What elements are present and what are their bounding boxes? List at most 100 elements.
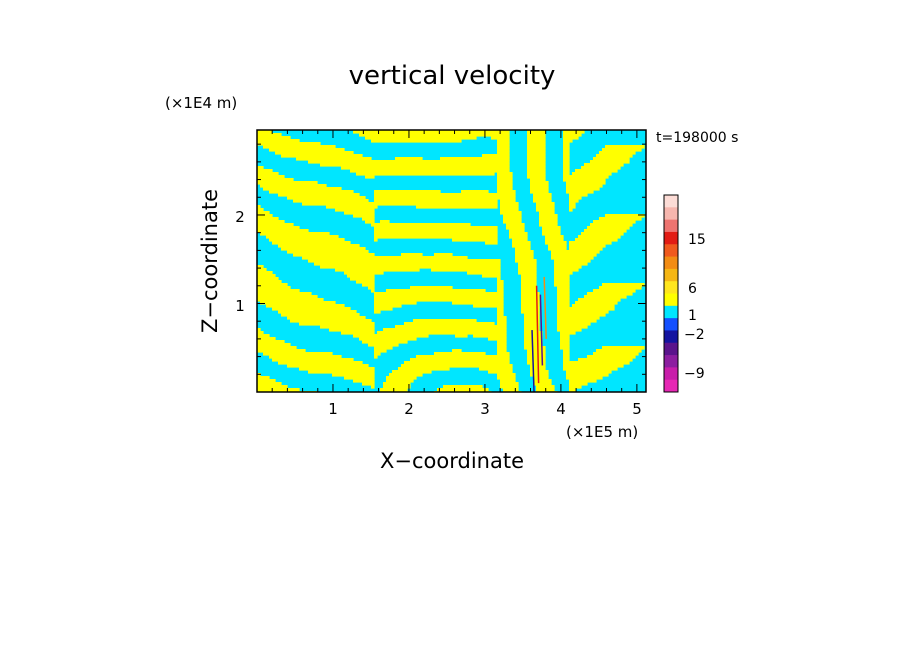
contour-cell-226 xyxy=(554,274,570,278)
contour-cell-247 xyxy=(521,286,537,290)
contour-cell-343 xyxy=(368,343,399,347)
y-axis: 1 2 xyxy=(235,208,245,315)
contour-cell-357 xyxy=(527,349,546,353)
contour-cell-381 xyxy=(563,361,630,365)
contour-cell-224 xyxy=(482,274,501,278)
contour-cell-95 xyxy=(461,190,489,194)
contour-cell-169 xyxy=(509,235,528,239)
colorbar-swatch-13 xyxy=(664,355,678,368)
contour-cell-387 xyxy=(398,367,450,371)
contour-cell-184 xyxy=(512,244,531,248)
contour-cell-180 xyxy=(512,241,531,245)
contour-cell-108 xyxy=(374,199,498,203)
contour-cell-259 xyxy=(521,292,540,296)
contour-cell-147 xyxy=(257,223,294,227)
contour-cell-391 xyxy=(308,370,375,374)
contour-cell-78 xyxy=(497,178,513,182)
contour-cell-369 xyxy=(416,355,510,359)
contour-cell-194 xyxy=(293,253,375,257)
contour-cell-126 xyxy=(569,208,573,212)
contour-cell-397 xyxy=(332,373,375,377)
contour-cell-172 xyxy=(269,238,345,242)
contour-cell-220 xyxy=(518,271,537,275)
colorbar-label-minus9: −9 xyxy=(684,366,705,382)
contour-cell-379 xyxy=(404,361,510,365)
contour-cell-178 xyxy=(272,241,351,245)
contour-cell-373 xyxy=(272,358,354,362)
contour-cell-123 xyxy=(335,208,375,212)
contour-cell-423 xyxy=(443,385,483,389)
contour-cell-352 xyxy=(602,346,645,350)
colorbar-label-15: 15 xyxy=(688,232,706,248)
contour-cell-110 xyxy=(533,199,552,203)
contour-cell-383 xyxy=(401,364,513,368)
contour-cell-71 xyxy=(572,172,612,176)
contour-cell-302 xyxy=(290,319,372,323)
contour-cell-2 xyxy=(527,130,546,134)
contour-cell-242 xyxy=(602,283,645,287)
contour-cell-310 xyxy=(524,322,540,326)
contour-cell-245 xyxy=(410,286,453,290)
contour-cell-318 xyxy=(383,328,507,332)
contour-cell-432 xyxy=(569,388,576,392)
colorbar-swatch-11 xyxy=(664,330,678,344)
contour-cell-186 xyxy=(569,244,606,248)
contour-cell-395 xyxy=(566,370,612,374)
contour-cell-33 xyxy=(497,151,510,155)
contour-cell-235 xyxy=(521,280,537,284)
contour-cell-351 xyxy=(560,346,570,350)
filament-1 xyxy=(539,294,544,366)
contour-cell-37 xyxy=(281,154,363,158)
contour-cell-294 xyxy=(281,313,360,317)
contour-cell-409 xyxy=(353,379,375,383)
x-axis-label: X−coordinate xyxy=(380,449,524,473)
contour-cell-347 xyxy=(257,346,297,350)
contour-cell-101 xyxy=(533,193,552,197)
contour-cell-399 xyxy=(497,373,516,377)
contour-cell-380 xyxy=(527,361,546,365)
contour-cell-250 xyxy=(257,289,300,293)
contour-cell-9 xyxy=(365,136,477,140)
contour-cell-335 xyxy=(524,337,543,341)
contour-cell-323 xyxy=(377,331,507,335)
contour-cell-87 xyxy=(530,184,549,188)
y-tick-1: 1 xyxy=(235,297,245,315)
contour-cell-141 xyxy=(257,220,285,224)
contour-cell-320 xyxy=(557,328,582,332)
contour-cell-392 xyxy=(392,370,432,374)
contour-cell-410 xyxy=(386,379,414,383)
contour-cell-138 xyxy=(503,217,522,221)
contour-cell-132 xyxy=(353,214,375,218)
contour-cell-198 xyxy=(551,253,597,257)
contour-cell-149 xyxy=(506,223,525,227)
contour-cell-209 xyxy=(320,265,501,269)
contour-cell-94 xyxy=(374,190,441,194)
contour-cell-265 xyxy=(557,295,570,299)
contour-cell-67 xyxy=(356,172,495,176)
contour-cell-424 xyxy=(500,385,519,389)
contour-cell-258 xyxy=(374,292,504,296)
contour-cell-96 xyxy=(497,190,516,194)
contour-cell-406 xyxy=(533,376,549,380)
contour-cell-203 xyxy=(515,259,537,263)
contour-cell-26 xyxy=(605,145,645,149)
plot-frame xyxy=(256,129,647,393)
colorbar-swatch-12 xyxy=(664,342,678,356)
contour-cell-158 xyxy=(374,229,498,233)
filament-0 xyxy=(535,285,540,384)
contour-cell-152 xyxy=(257,226,300,230)
contour-cell-405 xyxy=(497,376,516,380)
contour-cell-309 xyxy=(497,322,507,326)
contour-cell-202 xyxy=(308,259,501,263)
contour-cell-307 xyxy=(299,322,375,326)
contour-cell-62 xyxy=(350,169,510,173)
contour-cell-404 xyxy=(386,376,417,380)
contour-cell-214 xyxy=(431,268,501,272)
contour-cell-281 xyxy=(521,304,540,308)
contour-cell-261 xyxy=(587,292,633,296)
contour-cell-371 xyxy=(563,355,570,359)
contour-cell-70 xyxy=(563,172,570,176)
contour-cell-301 xyxy=(557,316,600,320)
contour-cell-32 xyxy=(275,151,354,155)
contour-cell-5 xyxy=(359,133,510,137)
